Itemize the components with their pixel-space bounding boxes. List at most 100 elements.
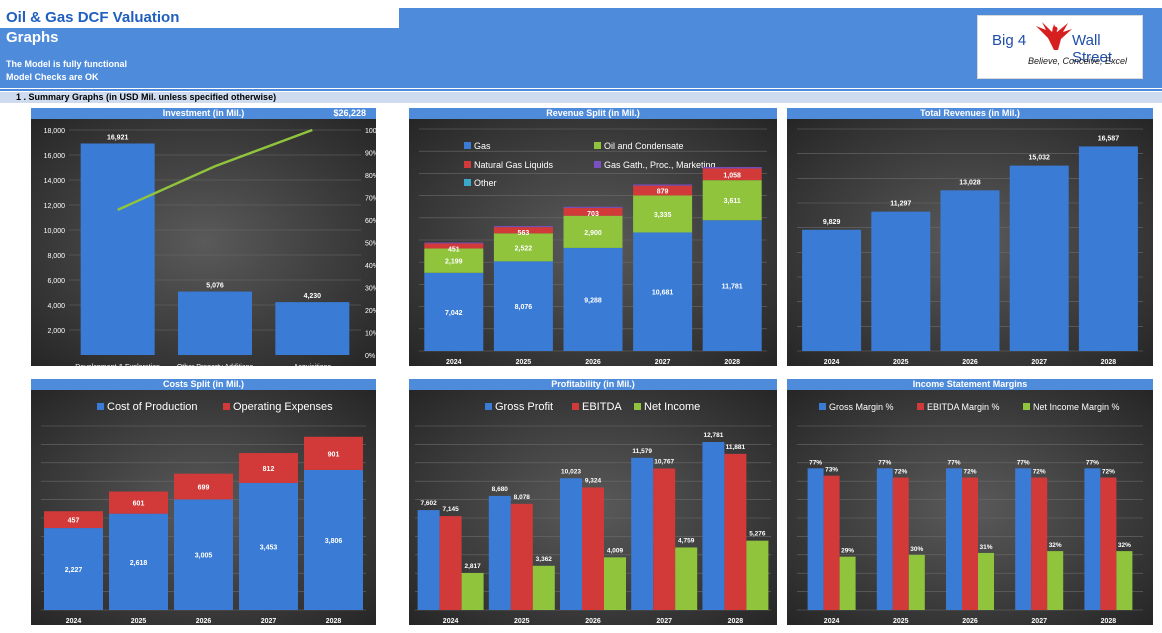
data-label: 2,227	[65, 567, 83, 574]
legend-entry: Gross Profit	[495, 401, 553, 413]
bar-investment	[80, 143, 155, 355]
x-tick-label: 2024	[443, 618, 459, 625]
chart-revenue-split: Gas Oil and Condensate Natural Gas Liquids…	[409, 119, 777, 366]
bar-segment	[109, 491, 168, 514]
bar-margin	[978, 552, 994, 610]
bar-total-revenue	[802, 229, 862, 351]
bar-total-revenue	[940, 190, 1000, 351]
data-label: 72%	[1033, 469, 1046, 476]
data-label: 1,058	[723, 172, 741, 179]
bar-margin	[892, 477, 909, 610]
data-label: 16,921	[107, 134, 129, 141]
data-label: 29%	[841, 548, 854, 555]
data-label: 601	[133, 501, 145, 508]
legend-swatch	[223, 403, 230, 410]
bar-margin	[908, 554, 925, 610]
data-label: 5,076	[206, 283, 224, 290]
logo-text-right: Wall Street	[1072, 32, 1113, 66]
x-tick-label: 2027	[656, 618, 672, 625]
bar-margin	[1116, 551, 1133, 610]
x-tick-label: 2024	[66, 618, 82, 625]
data-label: 457	[68, 518, 80, 525]
x-tick-label: 2024	[446, 359, 462, 366]
bar-segment	[239, 482, 298, 610]
chart-title-investment: Investment (in Mil.) $26,228	[31, 108, 376, 119]
data-label: 812	[263, 466, 275, 473]
bar-segment	[304, 469, 363, 610]
data-label: 9,324	[585, 477, 602, 484]
data-label: 72%	[894, 469, 907, 476]
bar-margin	[1084, 468, 1101, 610]
chart-margins: Gross Margin % EBITDA Margin % Net Income …	[787, 390, 1153, 625]
y-tick-label: 8,000	[47, 253, 65, 260]
data-label: 2,900	[584, 230, 602, 237]
logo-text-left: Big 4	[992, 32, 1027, 49]
bar-margin	[823, 475, 840, 610]
data-label: 8,680	[492, 486, 509, 493]
x-tick-label: 2028	[724, 359, 740, 366]
bar-segment	[44, 511, 103, 529]
data-label: 11,781	[722, 284, 743, 291]
chart-title-total-revenues: Total Revenues (in Mil.)	[787, 108, 1153, 119]
model-status: The Model is fully functional	[6, 59, 128, 69]
data-label: 2,618	[130, 560, 148, 567]
bar-margin	[946, 468, 962, 610]
bar-margin	[1031, 477, 1048, 610]
y-tick-label: 12,000	[44, 203, 66, 210]
data-label: 11,881	[726, 444, 746, 451]
bar-segment	[493, 226, 553, 228]
legend-entry: Net Income Margin %	[1033, 402, 1120, 412]
section-bar	[0, 92, 1162, 103]
legend-swatch	[634, 403, 641, 410]
legend-entry: Oil and Condensate	[604, 141, 684, 151]
bar-segment	[563, 247, 623, 351]
y-tick-label: 14,000	[44, 178, 66, 185]
chart-profitability: Gross Profit EBITDA Net Income 7,602 7,145 2,…	[409, 390, 777, 625]
chart-title-profitability: Profitability (in Mil.)	[409, 379, 777, 390]
bar-total-revenue	[1009, 165, 1069, 351]
panel-investment: Investment (in Mil.) $26,228 18,000 16,00…	[31, 108, 376, 366]
y-tick-label: 10,000	[44, 228, 66, 235]
legend-swatch	[819, 403, 826, 410]
data-label: 77%	[878, 459, 891, 466]
data-label: 563	[518, 230, 530, 237]
bar-segment	[174, 473, 233, 500]
bar-segment	[633, 185, 693, 196]
y-tick-label: 18,000	[44, 128, 66, 135]
chart-title-revenue-split: Revenue Split (in Mil.)	[409, 108, 777, 119]
data-label: 4,759	[678, 537, 695, 544]
bar-profitability	[702, 442, 725, 610]
data-label: 2,817	[464, 563, 481, 570]
data-label: 7,602	[420, 500, 437, 507]
x-tick-label: Other Property Additions	[177, 364, 254, 366]
y2-tick-label: 60%	[365, 218, 376, 225]
data-label: 3,005	[195, 553, 213, 560]
eagle-icon	[1036, 22, 1072, 50]
data-label: 77%	[1086, 459, 1099, 466]
x-tick-label: 2025	[131, 618, 147, 625]
bar-margin	[962, 477, 978, 610]
data-label: 15,032	[1028, 155, 1050, 162]
y2-tick-label: 0%	[365, 353, 375, 360]
company-logo: Big 4 Wall Street Believe, Conceive, Exc…	[977, 15, 1143, 79]
y2-tick-label: 100%	[365, 128, 376, 135]
x-tick-label: 2028	[1101, 618, 1117, 625]
y2-tick-label: 50%	[365, 241, 376, 248]
chart-total-revenues: 9,829 2024 11,297 2025 13,028 2026 15,032 2027 1…	[787, 119, 1153, 366]
legend-entry: Gross Margin %	[829, 402, 894, 412]
bar-profitability	[510, 503, 533, 610]
bar-profitability	[488, 495, 511, 610]
chart-title-text: Investment (in Mil.)	[162, 108, 245, 118]
x-tick-label: 2027	[1031, 618, 1047, 625]
data-label: 72%	[963, 469, 976, 476]
data-label: 73%	[825, 467, 838, 474]
x-tick-label: 2028	[728, 618, 744, 625]
legend-entry: EBITDA Margin %	[927, 402, 1000, 412]
bar-profitability	[532, 565, 555, 610]
data-label: 32%	[1118, 542, 1131, 549]
legend-swatch	[464, 142, 471, 149]
bar-margin	[876, 468, 893, 610]
header-band	[0, 28, 399, 88]
bar-segment	[493, 233, 553, 262]
legend-swatch	[1023, 403, 1030, 410]
